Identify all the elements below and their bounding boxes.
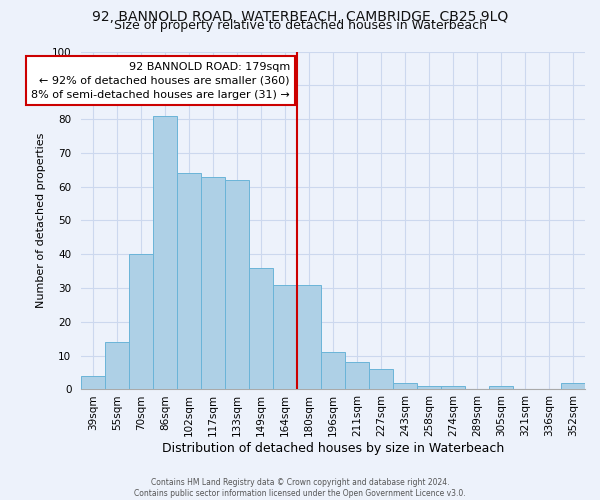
Bar (321, 352, 345, 390)
Bar (417, 386, 441, 390)
Bar (489, 386, 513, 390)
Bar (273, 284, 297, 390)
Bar (225, 180, 249, 390)
Bar (561, 382, 585, 390)
X-axis label: Distribution of detached houses by size in Waterbeach: Distribution of detached houses by size … (162, 442, 504, 455)
Text: 92 BANNOLD ROAD: 179sqm
← 92% of detached houses are smaller (360)
8% of semi-de: 92 BANNOLD ROAD: 179sqm ← 92% of detache… (31, 62, 290, 100)
Bar (81, 376, 105, 390)
Text: 92, BANNOLD ROAD, WATERBEACH, CAMBRIDGE, CB25 9LQ: 92, BANNOLD ROAD, WATERBEACH, CAMBRIDGE,… (92, 10, 508, 24)
Bar (201, 176, 225, 390)
Bar (393, 382, 417, 390)
Text: Contains HM Land Registry data © Crown copyright and database right 2024.
Contai: Contains HM Land Registry data © Crown c… (134, 478, 466, 498)
Bar (129, 254, 153, 390)
Bar (297, 284, 321, 390)
Bar (369, 369, 393, 390)
Bar (153, 116, 177, 390)
Bar (249, 268, 273, 390)
Bar (105, 342, 129, 390)
Bar (177, 173, 201, 390)
Y-axis label: Number of detached properties: Number of detached properties (36, 133, 46, 308)
Bar (441, 386, 465, 390)
Bar (345, 362, 369, 390)
Text: Size of property relative to detached houses in Waterbeach: Size of property relative to detached ho… (113, 19, 487, 32)
